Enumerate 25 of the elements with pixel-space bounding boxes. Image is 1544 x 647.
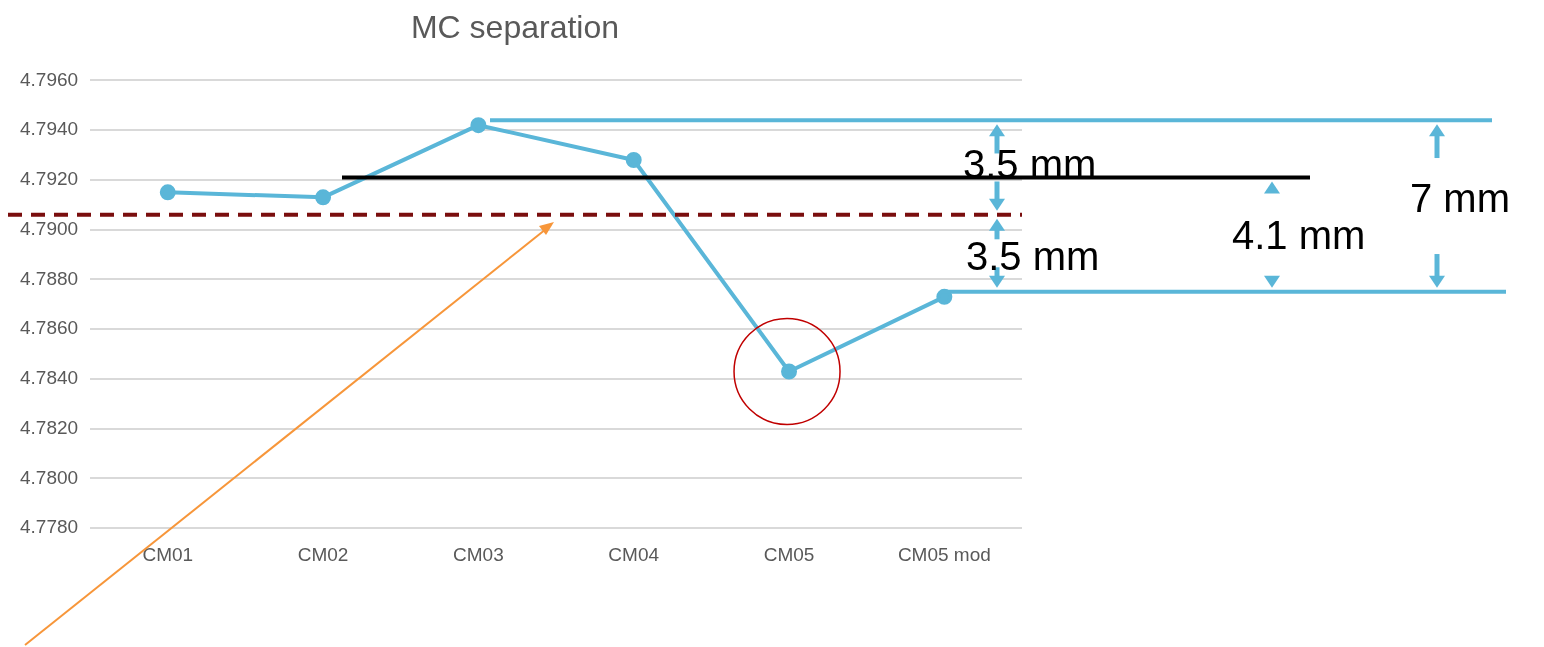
point [159, 184, 176, 201]
y-tick-label: 4.7900 [19, 217, 79, 239]
text: 7 mm [1410, 175, 1510, 223]
y-tick-label: 4.7840 [19, 367, 79, 389]
x-tick-label: CM03 [453, 543, 504, 565]
point [781, 363, 798, 380]
point [315, 189, 332, 206]
y-tick-label: 4.7940 [19, 118, 79, 140]
x-tick-label: CM01 [142, 543, 194, 565]
x-tick-label: CM04 [608, 543, 660, 565]
point [470, 117, 487, 134]
annotation: 3.5 mm [966, 233, 1100, 281]
x-tick-label: CM02 [297, 543, 349, 565]
y-tick-label: 4.7860 [19, 317, 79, 339]
y-tick-label: 4.7780 [19, 516, 79, 538]
x-tick-label: CM05 [763, 543, 815, 565]
y-tick-label: 4.7920 [19, 168, 79, 190]
point [625, 152, 642, 169]
chart-title: MC separation [410, 9, 620, 46]
y-tick-label: 4.7800 [19, 466, 79, 488]
y-tick-label: 4.7880 [19, 267, 79, 289]
y-tick-label: 4.7820 [19, 416, 79, 438]
y-tick-label: 4.7960 [19, 68, 79, 90]
x-tick-label: CM05 mod [897, 543, 991, 565]
text: 4.1 mm [1232, 211, 1366, 259]
